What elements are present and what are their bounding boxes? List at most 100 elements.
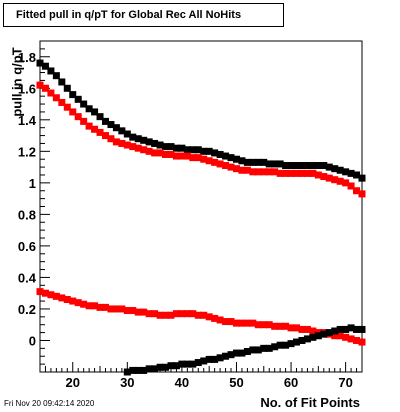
data-point-series-4	[293, 338, 301, 346]
data-point-series-2	[178, 152, 186, 160]
data-point-series-4	[320, 330, 328, 338]
data-point-series-3	[69, 297, 77, 305]
data-point-series-4	[243, 348, 251, 356]
data-point-series-3	[74, 299, 82, 307]
data-point-series-1	[331, 165, 339, 173]
data-point-series-1	[47, 67, 55, 75]
data-point-series-4	[178, 360, 186, 368]
x-tick-label: 50	[229, 375, 243, 390]
data-point-series-4	[303, 335, 311, 343]
data-point-series-1	[222, 152, 230, 160]
data-point-series-3	[123, 307, 131, 315]
data-point-series-3	[96, 303, 104, 311]
data-point-series-1	[309, 162, 317, 170]
data-point-series-1	[303, 162, 311, 170]
data-point-series-2	[232, 165, 240, 173]
data-point-series-1	[271, 160, 279, 168]
data-point-series-1	[183, 146, 191, 154]
data-point-series-4	[271, 343, 279, 351]
data-point-series-2	[342, 179, 350, 187]
data-point-series-2	[293, 169, 301, 177]
data-point-series-1	[189, 146, 197, 154]
data-point-series-4	[183, 360, 191, 368]
data-point-series-1	[41, 62, 49, 70]
data-point-series-3	[243, 319, 251, 327]
data-point-series-4	[325, 329, 333, 337]
y-tick-label: 0.8	[18, 207, 36, 222]
data-point-series-3	[211, 314, 219, 322]
chart-title-box: Fitted pull in q/pT for Global Rec All N…	[3, 3, 284, 27]
data-point-series-4	[331, 327, 339, 335]
data-point-series-3	[287, 324, 295, 332]
data-point-series-4	[276, 341, 284, 349]
data-point-series-3	[216, 316, 224, 324]
data-point-series-3	[271, 322, 279, 330]
data-point-series-1	[232, 155, 240, 163]
data-point-series-4	[156, 363, 164, 371]
data-point-series-3	[200, 311, 208, 319]
data-point-series-4	[194, 359, 202, 367]
data-point-series-2	[347, 182, 355, 190]
data-point-series-3	[309, 327, 317, 335]
data-point-series-4	[134, 366, 142, 374]
data-point-series-2	[101, 132, 109, 140]
data-point-series-2	[265, 168, 273, 176]
timestamp: Fri Nov 20 09:42:14 2020	[4, 399, 95, 408]
data-point-series-4	[189, 360, 197, 368]
data-point-series-4	[227, 351, 235, 359]
data-point-series-1	[69, 91, 77, 99]
x-tick-label: 20	[66, 375, 80, 390]
data-point-series-2	[69, 108, 77, 116]
data-point-series-2	[211, 158, 219, 166]
y-tick-label: 0.6	[18, 239, 36, 254]
data-point-series-4	[265, 344, 273, 352]
data-point-series-2	[336, 177, 344, 185]
data-point-series-3	[298, 325, 306, 333]
data-point-series-2	[74, 113, 82, 121]
data-point-series-1	[200, 147, 208, 155]
y-tick-label: 1.4	[18, 113, 37, 128]
data-point-series-2	[156, 149, 164, 157]
data-point-series-1	[162, 143, 170, 151]
data-point-series-3	[347, 335, 355, 343]
data-point-series-3	[353, 336, 361, 344]
data-point-series-4	[238, 349, 246, 357]
data-point-series-3	[265, 321, 273, 329]
data-point-series-3	[140, 308, 148, 316]
data-point-series-3	[118, 305, 126, 313]
data-point-series-1	[118, 127, 126, 135]
data-point-series-1	[151, 139, 159, 147]
y-axis-label: pull in q/pT	[9, 47, 25, 117]
data-point-series-3	[129, 307, 137, 315]
data-point-series-2	[249, 168, 257, 176]
data-point-series-3	[276, 322, 284, 330]
data-point-series-4	[145, 365, 153, 373]
data-point-series-1	[211, 149, 219, 157]
data-point-series-2	[96, 128, 104, 136]
data-point-series-2	[129, 143, 137, 151]
data-point-series-4	[123, 368, 131, 376]
data-point-series-4	[211, 355, 219, 363]
data-point-series-1	[320, 162, 328, 170]
data-point-series-2	[80, 117, 88, 125]
data-point-series-3	[167, 311, 175, 319]
data-point-series-2	[200, 155, 208, 163]
data-point-series-3	[162, 311, 170, 319]
data-point-series-2	[331, 176, 339, 184]
data-point-series-3	[358, 338, 366, 346]
chart-title: Fitted pull in q/pT for Global Rec All N…	[16, 9, 242, 21]
data-point-series-3	[80, 300, 88, 308]
data-point-series-3	[249, 319, 257, 327]
data-point-series-3	[85, 302, 93, 310]
data-point-series-3	[134, 308, 142, 316]
data-point-series-2	[309, 169, 317, 177]
data-point-series-4	[232, 349, 240, 357]
data-point-series-1	[216, 150, 224, 158]
data-point-series-1	[63, 84, 71, 92]
data-point-series-3	[58, 294, 66, 302]
data-point-series-3	[151, 310, 159, 318]
data-point-series-1	[254, 158, 262, 166]
data-point-series-4	[314, 332, 322, 340]
data-point-series-2	[167, 150, 175, 158]
data-point-series-1	[156, 141, 164, 149]
